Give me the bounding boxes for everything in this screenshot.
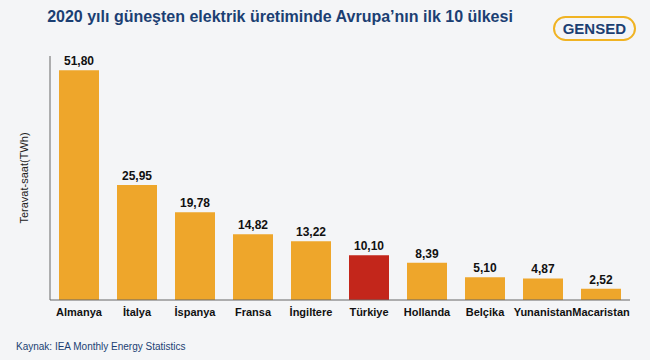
svg-text:Belçika: Belçika <box>466 306 505 318</box>
svg-text:Türkiye: Türkiye <box>349 306 388 318</box>
svg-text:Fransa: Fransa <box>235 306 272 318</box>
svg-text:19,78: 19,78 <box>180 196 210 210</box>
svg-text:10,10: 10,10 <box>354 239 384 253</box>
svg-text:Macaristan: Macaristan <box>572 306 630 318</box>
svg-text:51,80: 51,80 <box>64 54 94 68</box>
svg-text:5,10: 5,10 <box>473 261 497 275</box>
svg-text:Hollanda: Hollanda <box>404 306 451 318</box>
html-text:GENSED: GENSED <box>562 20 626 37</box>
html-text:2020 yılı güneşten elektrik ür: 2020 yılı güneşten elektrik üretiminde A… <box>47 8 513 25</box>
svg-text:8,39: 8,39 <box>415 247 439 261</box>
html-text:Kaynak: IEA Monthly Energy Sta: Kaynak: IEA Monthly Energy Statistics <box>16 341 186 352</box>
svg-text:Yunanistan: Yunanistan <box>514 306 573 318</box>
svg-text:14,82: 14,82 <box>238 218 268 232</box>
svg-text:Almanya: Almanya <box>56 306 103 318</box>
svg-text:25,95: 25,95 <box>122 169 152 183</box>
svg-text:İngiltere: İngiltere <box>290 306 333 318</box>
svg-text:2,52: 2,52 <box>589 273 613 287</box>
svg-text:Teravat-saat(TWh): Teravat-saat(TWh) <box>18 132 30 223</box>
svg-text:İspanya: İspanya <box>175 306 217 318</box>
svg-text:13,22: 13,22 <box>296 225 326 239</box>
svg-text:İtalya: İtalya <box>123 306 152 318</box>
svg-text:4,87: 4,87 <box>531 262 555 276</box>
